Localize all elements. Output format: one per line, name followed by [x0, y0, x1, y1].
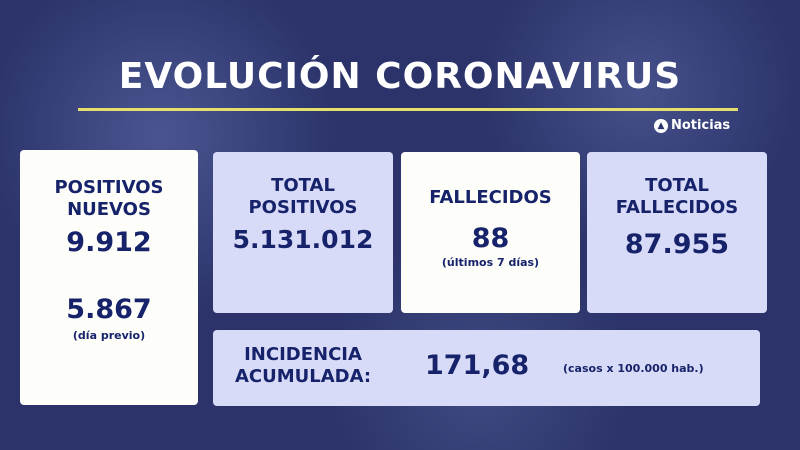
label: FALLECIDOS [429, 187, 552, 208]
title-underline [78, 108, 738, 111]
prev-note: (día previo) [72, 329, 146, 342]
value: 88 [471, 223, 510, 254]
card-total-positivos: TOTAL POSITIVOS 5.131.012 [213, 152, 393, 313]
card-incidencia: INCIDENCIA ACUMULADA: 171,68 (casos x 10… [213, 330, 760, 406]
value: 5.131.012 [232, 225, 374, 254]
card-fallecidos: FALLECIDOS 88 (últimos 7 días) [401, 152, 580, 313]
value: 171,68 [425, 350, 530, 381]
value: 87.955 [624, 229, 730, 260]
label: ACUMULADA: [234, 366, 372, 387]
label: INCIDENCIA [244, 344, 362, 365]
antena3-logo-icon: ▲ [654, 118, 668, 133]
card-positivos-nuevos: POSITIVOS NUEVOS 9.912 5.867 (día previo… [20, 150, 198, 405]
note: (casos x 100.000 hab.) [563, 362, 704, 375]
note: (últimos 7 días) [441, 256, 540, 269]
value: 9.912 [66, 227, 152, 258]
logo-text: Noticias [671, 118, 731, 133]
label: TOTAL [271, 175, 335, 196]
prev-value: 5.867 [66, 294, 152, 325]
antena3-noticias-logo: ▲ Noticias [654, 118, 730, 133]
label: POSITIVOS [54, 177, 164, 198]
label: NUEVOS [67, 199, 151, 220]
label: POSITIVOS [248, 197, 358, 218]
card-total-fallecidos: TOTAL FALLECIDOS 87.955 [587, 152, 767, 313]
label: TOTAL [645, 175, 709, 196]
page-title: EVOLUCIÓN CORONAVIRUS [118, 56, 682, 97]
label: FALLECIDOS [615, 197, 739, 218]
